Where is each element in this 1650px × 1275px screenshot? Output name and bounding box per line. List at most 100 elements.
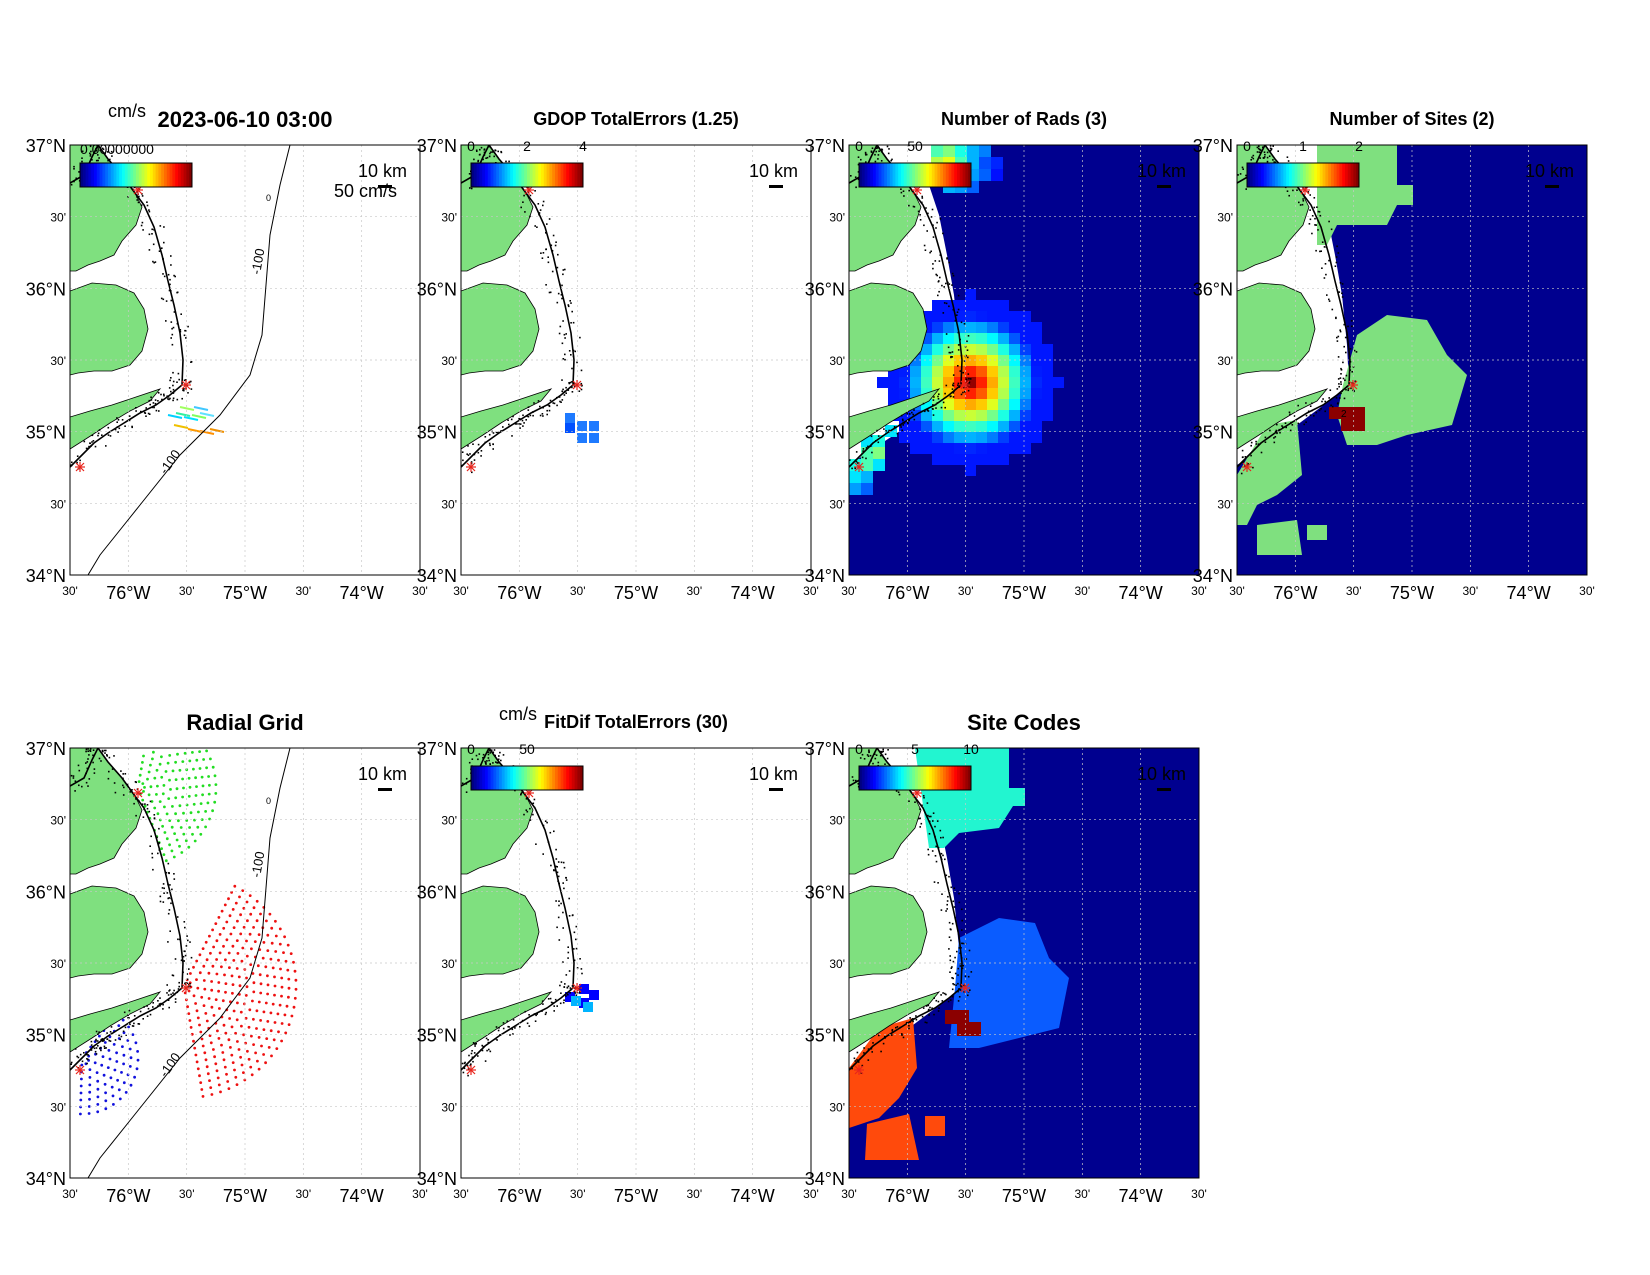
grid-cell <box>991 157 1003 169</box>
radial-grid-point <box>266 933 270 937</box>
site-count-region <box>1237 420 1302 525</box>
radial-grid-point <box>160 755 163 759</box>
grid-cell <box>955 145 967 157</box>
latitude-tick-label: 30' <box>829 497 845 511</box>
latitude-tick-label: 37°N <box>805 739 845 759</box>
grid-cell <box>932 432 943 443</box>
radial-grid-point <box>198 767 202 770</box>
grid-cell <box>998 300 1009 311</box>
radial-grid-point <box>195 978 198 981</box>
radial-grid-point <box>230 1053 234 1057</box>
grid-cell <box>849 483 861 495</box>
radial-grid-point <box>276 1012 280 1016</box>
grid-cell <box>965 311 976 322</box>
grid-cell <box>888 388 899 399</box>
grid-cell <box>1009 388 1020 399</box>
radial-grid-point <box>169 788 172 791</box>
radial-grid-point <box>87 1105 91 1108</box>
radial-grid-point <box>117 1024 121 1027</box>
radial-grid-point <box>196 1016 200 1020</box>
radial-grid-point <box>286 968 290 972</box>
radial-grid-point <box>174 778 178 781</box>
radial-grid-point <box>103 1082 107 1086</box>
latitude-tick-label: 30' <box>441 354 457 368</box>
radial-grid-point <box>131 1033 135 1036</box>
radial-grid-point <box>236 1040 239 1043</box>
radial-grid-point <box>225 938 229 942</box>
longitude-tick-label: 75°W <box>223 1186 267 1206</box>
radial-grid-point <box>259 912 262 916</box>
latitude-tick-label: 36°N <box>1193 279 1233 299</box>
grid-cell <box>943 366 954 377</box>
grid-cell <box>932 388 943 399</box>
radial-grid-point <box>139 767 143 771</box>
grid-cell <box>1020 399 1031 410</box>
grid-cell <box>998 344 1009 355</box>
grid-cell <box>965 421 976 432</box>
radial-grid-point <box>218 951 222 955</box>
radial-grid-point <box>221 999 225 1003</box>
radial-grid-point <box>143 804 147 808</box>
radial-grid-point <box>255 919 259 923</box>
radial-grid-point <box>165 837 169 841</box>
grid-cell <box>932 454 943 465</box>
current-vector <box>199 430 215 435</box>
grid-cell <box>1031 355 1042 366</box>
site-marker <box>854 1065 864 1075</box>
colorbar-tick-label: 4 <box>579 138 587 154</box>
colorbar-tick-label: 0 <box>467 741 475 757</box>
radial-grid-point <box>136 1058 140 1062</box>
radial-grid-point <box>178 804 182 808</box>
radial-grid-point <box>184 839 188 843</box>
radial-grid-point <box>194 794 198 797</box>
coastline <box>849 987 962 1071</box>
grid-cell <box>1009 344 1020 355</box>
radial-grid-point <box>104 1091 107 1095</box>
radial-grid-point <box>229 932 233 936</box>
longitude-tick-label: 30' <box>841 1187 857 1201</box>
grid-cell <box>1031 432 1042 443</box>
grid-cell <box>965 377 976 388</box>
colorbar <box>470 765 584 791</box>
radial-grid-point <box>248 894 252 897</box>
radial-grid-point <box>239 1010 243 1014</box>
panel-fitdif: 10 km0 50cm/s37°N30'36°N30'35°N30'34°N30'… <box>417 704 819 1206</box>
radial-grid-point <box>187 776 191 780</box>
grid-cell <box>976 377 987 388</box>
radial-grid-point <box>245 939 248 943</box>
radial-grid-point <box>246 919 249 923</box>
radial-grid-point <box>215 958 219 961</box>
radial-grid-point <box>102 1073 106 1077</box>
radial-grid-point <box>274 934 278 938</box>
radial-grid-point <box>231 1061 235 1064</box>
grid-cell <box>998 399 1009 410</box>
longitude-tick-label: 30' <box>1463 584 1479 598</box>
radial-grid-point <box>202 1004 206 1007</box>
radial-grid-point <box>109 1076 113 1080</box>
grid-cell <box>987 454 998 465</box>
radial-grid-point <box>176 752 179 756</box>
longitude-tick-label: 30' <box>296 584 312 598</box>
radial-grid-point <box>79 1084 83 1088</box>
radial-grid-point <box>220 1043 223 1047</box>
radial-grid-point <box>101 1055 105 1058</box>
radial-grid-point <box>245 976 248 980</box>
grid-cell <box>1009 399 1020 410</box>
radial-grid-point <box>272 1038 276 1042</box>
radial-grid-point <box>113 1068 117 1072</box>
grid-cell <box>979 169 991 181</box>
radial-grid-point <box>250 1073 254 1077</box>
coastline <box>70 748 184 989</box>
latitude-tick-label: 30' <box>829 1100 845 1114</box>
colorbar-tick-overlap: 0.00000000 <box>80 141 154 157</box>
grid-cell <box>998 388 1009 399</box>
grid-cell <box>965 432 976 443</box>
grid-cell <box>910 421 921 432</box>
land-area <box>70 991 162 1053</box>
site-marker <box>1348 380 1358 390</box>
radial-grid-point <box>116 1078 119 1082</box>
grid-cell <box>1009 333 1020 344</box>
radial-grid-point <box>257 933 261 936</box>
grid-cell <box>1031 421 1042 432</box>
